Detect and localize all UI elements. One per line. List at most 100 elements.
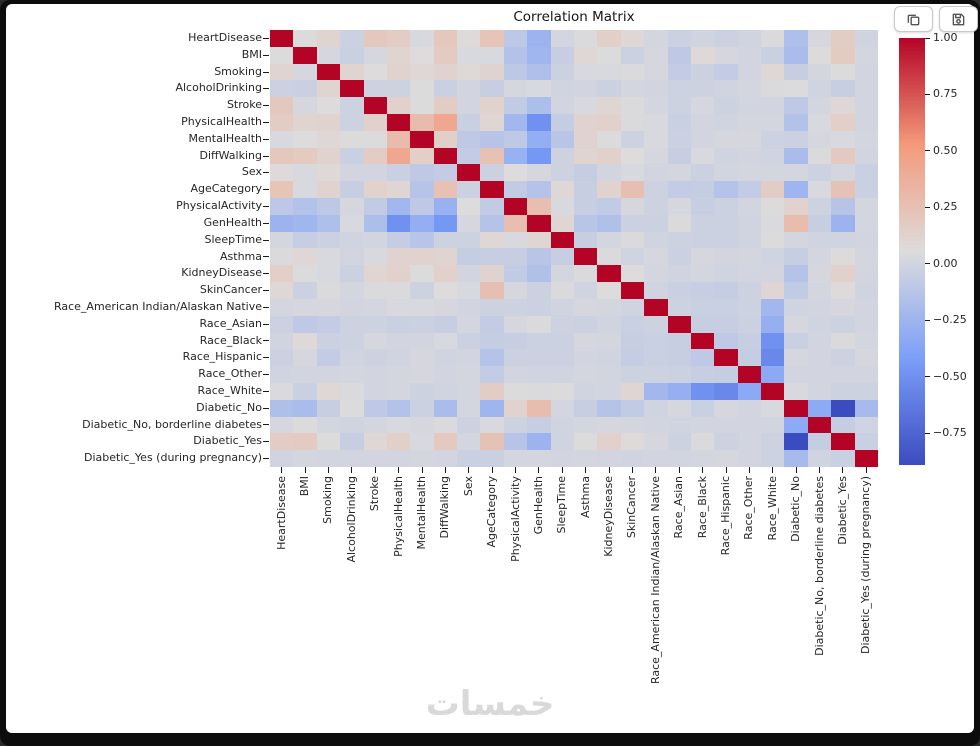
heatmap-cell: [854, 130, 878, 148]
heatmap-cell: [737, 164, 762, 182]
heatmap-cell: [340, 282, 364, 299]
heatmap-cell: [737, 298, 762, 316]
y-tick-label: Diabetic_No: [196, 400, 262, 414]
x-tick-mark: [865, 467, 867, 473]
heatmap-cell: [503, 97, 528, 115]
heatmap-cell: [573, 416, 598, 434]
heatmap-cell: [737, 315, 762, 333]
heatmap-cell: [667, 298, 691, 316]
heatmap-cell: [433, 130, 458, 148]
heatmap-cell: [784, 214, 808, 232]
heatmap-cell: [620, 366, 645, 383]
x-tick-label: SleepTime: [555, 476, 569, 534]
heatmap-cell: [457, 214, 481, 232]
heatmap-cell: [410, 366, 434, 383]
heatmap-cell: [410, 231, 434, 249]
y-tick-label: Sex: [241, 165, 262, 179]
heatmap-cell: [737, 248, 762, 266]
x-tick-mark: [327, 467, 329, 473]
heatmap-cell: [340, 265, 364, 283]
heatmap-cell: [737, 114, 762, 131]
heatmap-cell: [293, 265, 317, 283]
heatmap-cell: [410, 332, 434, 350]
heatmap-cell: [854, 366, 878, 383]
heatmap-cell: [667, 214, 691, 232]
heatmap-cell: [503, 315, 528, 333]
heatmap-cell: [316, 30, 341, 47]
heatmap-cell: [550, 198, 574, 215]
y-tick-label: PhysicalHealth: [181, 115, 262, 129]
heatmap-cell: [761, 450, 785, 467]
y-tick-mark: [263, 424, 269, 426]
heatmap-cell: [761, 30, 785, 47]
heatmap-cell: [807, 332, 832, 350]
heatmap-cell: [784, 130, 808, 148]
heatmap-cell: [854, 231, 878, 249]
y-tick-label: Asthma: [220, 249, 262, 263]
x-tick-label: Stroke: [368, 476, 382, 512]
heatmap-cell: [831, 366, 855, 383]
heatmap-cell: [644, 80, 668, 98]
heatmap-cell: [340, 315, 364, 333]
heatmap-cell: [573, 30, 598, 47]
heatmap-cell: [737, 198, 762, 215]
heatmap-cell: [293, 198, 317, 215]
x-tick-mark: [374, 467, 376, 473]
heatmap-cell: [784, 298, 808, 316]
y-tick-label: KidneyDisease: [181, 266, 262, 280]
heatmap-cell: [363, 147, 387, 165]
copy-button[interactable]: [894, 6, 933, 32]
heatmap-cell: [410, 181, 434, 199]
heatmap-cell: [386, 366, 411, 383]
heatmap-cell: [293, 433, 317, 451]
x-tick-mark: [631, 467, 633, 473]
heatmap-cell: [644, 382, 668, 400]
heatmap-cell: [433, 382, 458, 400]
heatmap-cell: [690, 416, 715, 434]
heatmap-cell: [784, 450, 808, 467]
x-tick-mark: [444, 467, 446, 473]
heatmap-cell: [761, 298, 785, 316]
x-tick-mark: [772, 467, 774, 473]
heatmap-cell: [316, 181, 341, 199]
heatmap-cell: [270, 147, 294, 165]
heatmap-cell: [761, 164, 785, 182]
heatmap-cell: [550, 214, 574, 232]
heatmap-cell: [480, 114, 504, 131]
heatmap-cell: [316, 231, 341, 249]
heatmap-cell: [410, 130, 434, 148]
heatmap-cell: [550, 114, 574, 131]
heatmap-cell: [410, 46, 434, 64]
save-button[interactable]: [939, 6, 978, 32]
heatmap-cell: [480, 416, 504, 434]
heatmap-cell: [854, 349, 878, 367]
heatmap-cell: [807, 248, 832, 266]
y-tick-mark: [263, 205, 269, 207]
heatmap-cell: [854, 416, 878, 434]
heatmap-cell: [737, 265, 762, 283]
heatmap-cell: [597, 349, 621, 367]
heatmap-cell: [573, 382, 598, 400]
y-tick-mark: [263, 340, 269, 342]
heatmap-cell: [340, 399, 364, 417]
heatmap-cell: [293, 147, 317, 165]
heatmap-cell: [737, 97, 762, 115]
heatmap-cell: [457, 416, 481, 434]
heatmap-cell: [667, 382, 691, 400]
heatmap-cell: [550, 382, 574, 400]
heatmap-cell: [270, 231, 294, 249]
heatmap-cell: [644, 181, 668, 199]
heatmap-cell: [480, 30, 504, 47]
heatmap-cell: [761, 399, 785, 417]
heatmap-cell: [573, 198, 598, 215]
heatmap-cell: [667, 282, 691, 299]
heatmap-cell: [714, 450, 738, 467]
heatmap-cell: [270, 130, 294, 148]
heatmap-cell: [316, 332, 341, 350]
heatmap-cell: [854, 332, 878, 350]
heatmap-cell: [386, 315, 411, 333]
heatmap-cell: [690, 282, 715, 299]
heatmap-cell: [597, 214, 621, 232]
heatmap-cell: [433, 30, 458, 47]
heatmap-cell: [761, 214, 785, 232]
